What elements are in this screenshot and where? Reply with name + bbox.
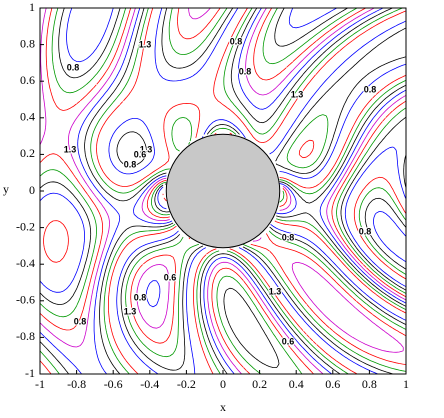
x-tick-label: 0.6 (325, 377, 340, 391)
y-tick-label: 1 (29, 0, 35, 14)
contour-line (40, 8, 406, 374)
y-tick-label: 0 (29, 183, 35, 197)
contour-line (136, 8, 404, 353)
contour-label: 0.6 (164, 272, 177, 282)
contour-label: 0.8 (359, 226, 372, 236)
contour-line (146, 280, 161, 308)
x-tick-label: -0.6 (104, 377, 123, 391)
contour-line (40, 8, 406, 368)
x-axis-label: x (220, 400, 226, 414)
contour-line (40, 8, 406, 374)
contour-labels: 1.3 0.80.8 0.81.3 0.81.3 1.30.80.80.60.80.81… (63, 35, 378, 347)
contour-label: 0.8 (282, 232, 295, 242)
y-tick-label: -0.2 (16, 219, 35, 233)
x-tick-label: 0.8 (362, 377, 377, 391)
contour-line (40, 8, 406, 293)
contour-line (43, 176, 406, 280)
x-tick-label: 0.4 (289, 377, 304, 391)
cylinder (165, 133, 281, 249)
y-tick-label: -0.4 (16, 256, 35, 270)
contour-line (40, 8, 406, 374)
contour-label: 1.3 (139, 39, 152, 49)
contour-line (40, 8, 406, 374)
contour-line (130, 8, 406, 365)
contour-line (40, 8, 406, 374)
x-tick-label: -0.2 (177, 377, 196, 391)
contour-label: 0.8 (134, 292, 147, 302)
contour-label: 0.8 (124, 159, 137, 169)
contour-line (40, 8, 406, 374)
x-tick-label: 0 (220, 377, 226, 391)
contour-label: 1.3 (269, 286, 282, 296)
y-tick-label: 0.4 (20, 110, 35, 124)
contour-label: 0.8 (67, 62, 80, 72)
y-tick-label: -0.8 (16, 329, 35, 343)
contour-label: 0.6 (282, 336, 295, 346)
contour-label: 1.3 (64, 144, 77, 154)
y-tick-label: 0.2 (20, 146, 35, 160)
contour-layer (40, 8, 406, 374)
contour-label: 0.8 (239, 66, 252, 76)
x-tick-label: -1 (35, 377, 45, 391)
contour-label: 0.8 (230, 36, 243, 46)
contour-label: 0.6 (134, 149, 147, 159)
contour-label: 0.8 (364, 84, 377, 94)
x-tick-label: 0.2 (252, 377, 267, 391)
contour-label: 1.3 (124, 306, 137, 316)
contour-label: 0.8 (74, 316, 87, 326)
contour-label: 1.3 (140, 144, 153, 154)
x-tick-label: 1 (403, 377, 409, 391)
contour-line (364, 197, 406, 270)
y-tick-label: 0.6 (20, 73, 35, 87)
contour-label: 1.3 (291, 89, 304, 99)
contour-line (108, 8, 406, 374)
x-tick-label: -0.4 (140, 377, 159, 391)
y-axis-label: y (3, 182, 9, 196)
y-tick-label: -1 (25, 366, 35, 380)
contour-line (116, 8, 406, 374)
y-tick-label: -0.6 (16, 293, 35, 307)
contour-line (373, 211, 406, 263)
y-tick-label: 0.8 (20, 36, 35, 50)
contour-line (40, 8, 406, 374)
contour-line (125, 8, 406, 372)
x-tick-label: -0.8 (67, 377, 86, 391)
